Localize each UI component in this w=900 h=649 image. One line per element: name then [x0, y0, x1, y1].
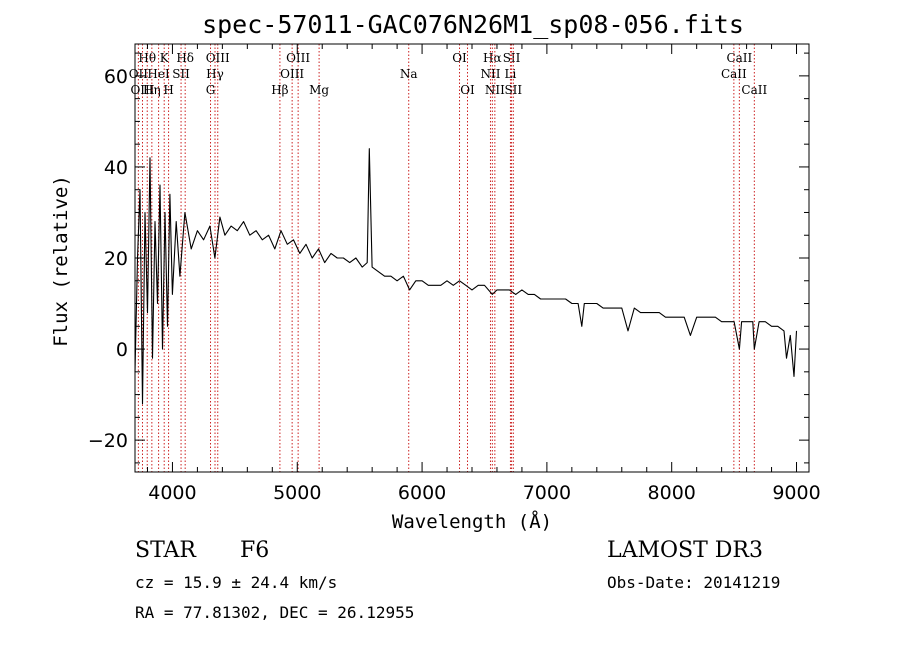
observation-date: Obs-Date: 20141219 [607, 573, 781, 592]
y-tick-label: 60 [104, 66, 128, 88]
spectral-line-label: OIII [286, 51, 310, 65]
plot-frame [134, 43, 810, 473]
x-tick-label: 8000 [648, 482, 696, 504]
spectral-line-label: Hβ [271, 83, 288, 97]
spectral-line-label: SII [503, 51, 521, 65]
coordinates: RA = 77.81302, DEC = 26.12955 [135, 603, 415, 622]
y-tick-label: 20 [104, 248, 128, 270]
flux-series [134, 148, 798, 405]
spectral-line-label: Hγ [206, 67, 224, 81]
y-axis-label: Flux (relative) [50, 175, 72, 347]
x-tick-label: 6000 [398, 482, 446, 504]
object-class: STAR [135, 538, 196, 563]
spectral-line-label: CaII [721, 67, 747, 81]
spectral-line-label: Na [400, 67, 418, 81]
spectral-line-label: OIII [206, 51, 230, 65]
spectral-line-label: SII [172, 67, 190, 81]
spectral-line-label: OIII [280, 67, 304, 81]
spectral-line-label: OII [129, 67, 149, 81]
spectral-line-label: Hθ [138, 51, 156, 65]
spectral-line-label: SII [504, 83, 522, 97]
spectral-line-label: HeI [147, 67, 170, 81]
flux-line [134, 148, 798, 405]
x-axis-label: Wavelength (Å) [392, 510, 552, 533]
spectral-line-label: G [206, 83, 216, 97]
spectral-line-label: OI [452, 51, 467, 65]
spectral-line-label: Hδ [176, 51, 194, 65]
x-tick-label: 5000 [273, 482, 321, 504]
spectral-line-label: Hα [483, 51, 502, 65]
survey-name: LAMOST DR3 [607, 538, 763, 563]
redshift-velocity: cz = 15.9 ± 24.4 km/s [135, 573, 338, 592]
spectral-line-label: OIII [130, 83, 154, 97]
axes: 4000 5000 6000 7000 8000 9000 −20 0 20 40 60 [88, 43, 821, 504]
x-tick-label: 7000 [523, 482, 571, 504]
spectral-line-label: K [160, 51, 170, 65]
spectral-line-label: NII [485, 83, 505, 97]
spectral-line-label: CaII [726, 51, 752, 65]
x-tick-label: 4000 [148, 482, 196, 504]
x-tick-label: 9000 [772, 482, 820, 504]
spectral-line-label: OI [460, 83, 475, 97]
spectral-line-label: CaII [741, 83, 767, 97]
spectral-line-label: Hη [143, 83, 161, 97]
chart-title: spec-57011-GAC076N26M1_sp08-056.fits [202, 10, 744, 39]
object-subclass: F6 [240, 538, 270, 563]
spectral-line-label: Li [505, 67, 517, 81]
y-tick-label: −20 [88, 430, 128, 452]
spectral-line-label: NII [480, 67, 500, 81]
spectral-line-label: H [163, 83, 173, 97]
spectral-line-label: Mg [309, 83, 329, 97]
y-tick-label: 40 [104, 157, 128, 179]
y-tick-label: 0 [116, 339, 128, 361]
